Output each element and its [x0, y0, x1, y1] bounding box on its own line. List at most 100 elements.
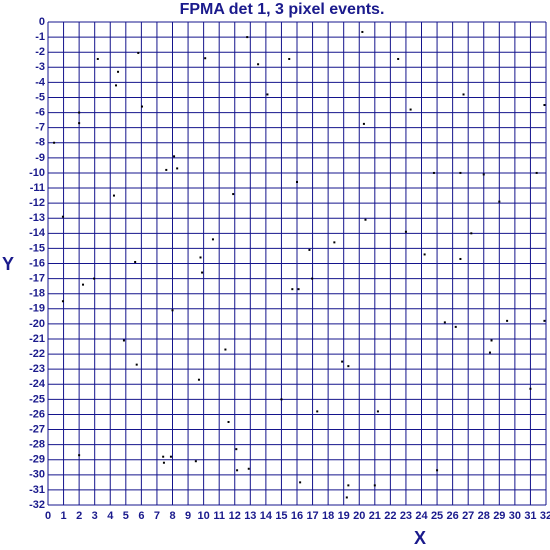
- point: [529, 387, 532, 390]
- point: [257, 63, 260, 66]
- point: [61, 300, 64, 303]
- point: [165, 168, 168, 171]
- y-tick-label: -7: [35, 122, 45, 134]
- point: [82, 283, 85, 286]
- y-tick-label: -8: [35, 137, 45, 149]
- x-tick-label: 11: [213, 510, 225, 522]
- x-tick-label: 27: [462, 510, 474, 522]
- x-tick-label: 32: [540, 510, 550, 522]
- point: [112, 194, 115, 197]
- point: [224, 348, 227, 351]
- y-tick-label: -20: [29, 318, 45, 330]
- point: [247, 467, 250, 470]
- point: [201, 271, 204, 274]
- point: [341, 360, 344, 363]
- point: [535, 171, 538, 174]
- point: [115, 84, 118, 87]
- x-tick-label: 19: [338, 510, 350, 522]
- point: [299, 481, 302, 484]
- x-tick-label: 17: [306, 510, 318, 522]
- y-tick-label: -23: [29, 363, 45, 375]
- point: [235, 448, 238, 451]
- point: [266, 93, 269, 96]
- point: [211, 238, 214, 241]
- y-tick-label: -10: [29, 167, 45, 179]
- x-axis-label: X: [414, 528, 426, 548]
- point: [488, 351, 491, 354]
- point: [140, 105, 143, 108]
- point: [246, 36, 249, 39]
- y-tick-label: -19: [29, 303, 45, 315]
- point: [506, 319, 509, 322]
- y-tick-label: -27: [29, 423, 45, 435]
- y-tick-label: -3: [35, 61, 45, 73]
- x-tick-label: 1: [61, 510, 67, 522]
- y-tick-label: -18: [29, 288, 45, 300]
- point: [171, 309, 174, 312]
- x-tick-label: 31: [524, 510, 536, 522]
- x-tick-label: 20: [353, 510, 365, 522]
- point: [362, 122, 365, 125]
- y-tick-label: -31: [29, 484, 45, 496]
- point: [176, 167, 179, 170]
- y-tick-label: -22: [29, 348, 45, 360]
- y-tick-label: -11: [30, 182, 45, 194]
- x-tick-label: 8: [169, 510, 175, 522]
- x-tick-label: 23: [400, 510, 412, 522]
- point: [432, 171, 435, 174]
- x-tick-label: 0: [45, 510, 51, 522]
- y-tick-label: -28: [29, 439, 45, 451]
- point: [498, 200, 501, 203]
- point: [347, 484, 350, 487]
- x-tick-label: 3: [92, 510, 98, 522]
- point: [134, 260, 137, 263]
- x-tick-label: 12: [229, 510, 241, 522]
- point: [122, 339, 125, 342]
- y-tick-label: -15: [29, 242, 45, 254]
- y-tick-label: -24: [29, 378, 46, 390]
- point: [482, 173, 485, 176]
- y-tick-label: -25: [29, 393, 45, 405]
- point: [297, 288, 300, 291]
- x-tick-label: 26: [447, 510, 459, 522]
- point: [397, 57, 400, 60]
- point: [459, 257, 462, 260]
- x-tick-label: 2: [76, 510, 82, 522]
- point: [470, 232, 473, 235]
- x-tick-label: 15: [275, 510, 287, 522]
- y-tick-label: -1: [35, 31, 45, 43]
- chart-title: FPMA det 1, 3 pixel events.: [180, 1, 385, 18]
- point: [543, 104, 546, 107]
- point: [78, 122, 81, 125]
- y-tick-label: -4: [35, 76, 46, 88]
- x-tick-label: 29: [493, 510, 505, 522]
- x-tick-label: 30: [509, 510, 521, 522]
- x-tick-label: 10: [198, 510, 210, 522]
- point: [162, 461, 165, 464]
- point: [345, 496, 348, 499]
- point: [96, 57, 99, 60]
- point: [288, 57, 291, 60]
- point: [373, 484, 376, 487]
- x-tick-label: 4: [107, 510, 114, 522]
- y-tick-label: -21: [29, 333, 45, 345]
- y-tick-label: -12: [29, 197, 45, 209]
- x-tick-label: 22: [384, 510, 396, 522]
- point: [78, 454, 81, 457]
- x-tick-label: 13: [244, 510, 256, 522]
- y-tick-label: -26: [29, 408, 45, 420]
- point: [78, 111, 81, 114]
- point: [280, 398, 283, 401]
- point: [311, 277, 314, 280]
- point: [169, 455, 172, 458]
- point: [436, 469, 439, 472]
- y-tick-label: -13: [29, 212, 45, 224]
- point: [454, 325, 457, 328]
- point: [93, 277, 96, 280]
- point: [308, 248, 311, 251]
- point: [199, 256, 202, 259]
- x-tick-label: 5: [123, 510, 129, 522]
- y-tick-label: -16: [29, 257, 45, 269]
- x-tick-label: 28: [478, 510, 490, 522]
